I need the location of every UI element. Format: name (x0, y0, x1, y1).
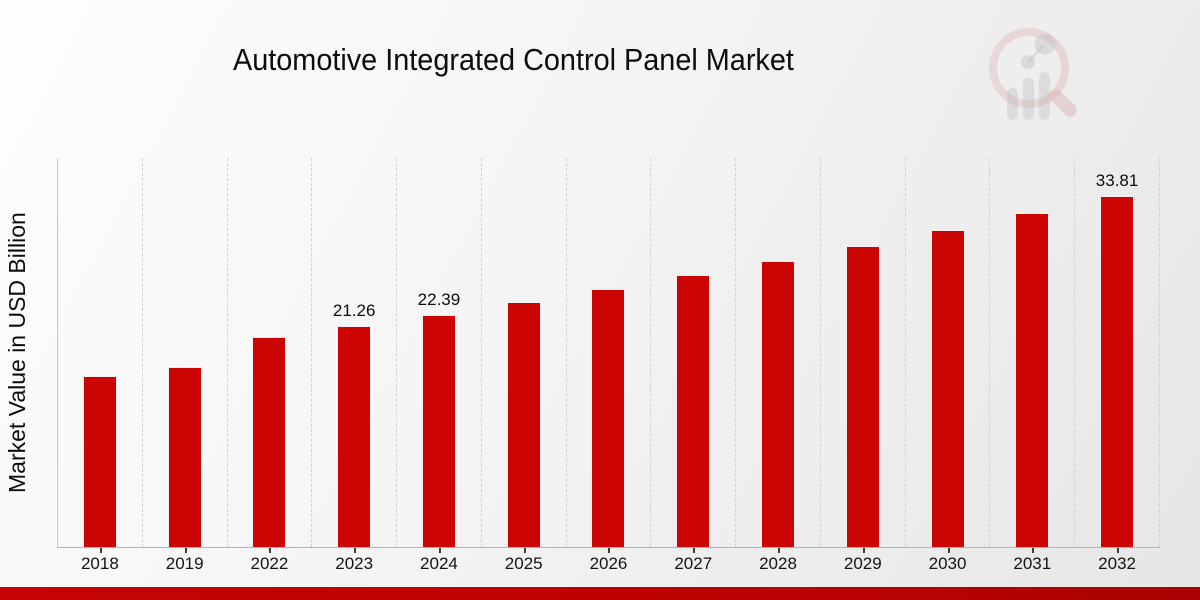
bar-2026 (591, 289, 626, 547)
bar-group-2025: 2025 (482, 158, 567, 573)
x-tick-label-2030: 2030 (928, 554, 967, 573)
x-tick-label-2028: 2028 (759, 554, 797, 573)
logo-bar-medium (1023, 78, 1034, 120)
logo-trend-line (1026, 43, 1046, 64)
bar-value-label-2023: 21.26 (332, 301, 376, 320)
x-tick-label-2029: 2029 (843, 554, 882, 573)
bar-2029 (845, 246, 880, 547)
bar-group-2030: 2030 (906, 158, 991, 573)
x-tick-mark (523, 548, 526, 553)
bar-group-2023: 21.26 2023 (312, 158, 398, 573)
bar-2023 (337, 326, 372, 547)
bar-group-2018: 2018 (58, 158, 143, 573)
y-axis-title: Market Value in USD Billion (4, 212, 30, 493)
logo-trend-dot-small (1021, 55, 1035, 69)
logo-bar-small (1007, 88, 1018, 120)
bar-group-2024: 22.39 2024 (397, 158, 482, 573)
x-tick-label-2022: 2022 (250, 554, 289, 573)
x-tick-label-2018: 2018 (80, 554, 119, 573)
bar-2027 (676, 275, 711, 547)
bar-group-2026: 2026 (567, 158, 652, 573)
x-tick-mark (1117, 548, 1120, 553)
x-tick-mark (354, 548, 357, 553)
bar-group-2031: 2031 (990, 158, 1076, 573)
bar-2030 (930, 230, 965, 547)
magnifier-ring (989, 28, 1069, 108)
x-tick-label-2032: 2032 (1098, 554, 1136, 573)
bar-2018 (82, 376, 117, 547)
bar-group-2032: 33.81 2032 (1075, 158, 1160, 573)
bar-group-2027: 2027 (651, 158, 737, 573)
x-tick-label-2019: 2019 (165, 554, 204, 573)
x-tick-mark (99, 548, 102, 553)
x-tick-mark (693, 548, 696, 553)
x-tick-mark (269, 548, 272, 553)
x-tick-mark (184, 548, 187, 553)
logo-bar-large (1039, 72, 1050, 120)
bar-group-2019: 2019 (143, 158, 228, 573)
bar-2022 (252, 337, 287, 547)
x-tick-mark (862, 548, 865, 553)
bar-value-label-2024: 22.39 (417, 290, 461, 309)
bar-2025 (506, 302, 541, 547)
x-tick-mark (608, 548, 611, 553)
x-tick-mark (778, 548, 780, 553)
x-tick-label-2027: 2027 (674, 554, 713, 573)
bar-group-2029: 2029 (821, 158, 906, 573)
footer-red-band (0, 587, 1200, 600)
x-tick-label-2023: 2023 (335, 554, 374, 573)
x-tick-mark (438, 548, 441, 553)
plot-area: 2018 2019 2022 21.26 2023 22.39 2024 2025 2026 20… (57, 158, 1160, 573)
bar-group-2022: 2022 (228, 158, 313, 573)
bar-value-label-2032: 33.81 (1095, 171, 1139, 190)
x-tick-label-2031: 2031 (1013, 554, 1052, 573)
market-research-future-logo (965, 16, 1095, 126)
x-tick-label-2026: 2026 (589, 554, 628, 573)
bar-2031 (1015, 213, 1050, 547)
bar-2028 (761, 261, 795, 547)
x-tick-label-2025: 2025 (504, 554, 543, 573)
bar-2032 (1100, 196, 1135, 547)
x-tick-label-2024: 2024 (420, 554, 458, 573)
x-tick-mark (947, 548, 950, 553)
logo-trend-dot-large (1034, 33, 1056, 55)
x-tick-mark (1032, 548, 1035, 553)
bar-2024 (421, 315, 456, 547)
magnifier-bar-chart-icon (989, 28, 1077, 120)
bar-2019 (167, 367, 202, 547)
bar-group-2028: 2028 (736, 158, 821, 573)
chart-title: Automotive Integrated Control Panel Mark… (233, 42, 794, 77)
magnifier-handle (1049, 89, 1077, 117)
